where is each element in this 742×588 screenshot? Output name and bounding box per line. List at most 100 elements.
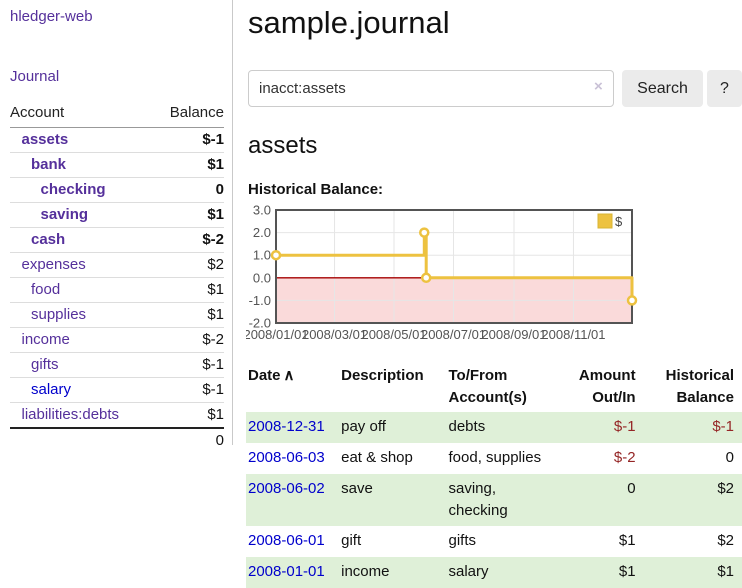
account-link[interactable]: salary — [31, 381, 72, 398]
transaction-description: income — [341, 563, 390, 581]
clear-search-icon[interactable]: × — [594, 78, 603, 96]
transaction-date-link[interactable]: 2008-06-01 — [248, 532, 325, 550]
transaction-balance: $2 — [717, 479, 734, 497]
account-balance: $2 — [152, 252, 224, 278]
account-balance: $-1 — [152, 377, 224, 403]
table-row: 2008-06-01 gift gifts $1 $2 — [246, 526, 742, 557]
account-link[interactable]: gifts — [31, 356, 59, 373]
transaction-description: gift — [341, 532, 362, 550]
page-title: sample.journal — [248, 5, 450, 40]
data-point-marker — [420, 272, 432, 283]
data-point-marker — [270, 249, 282, 261]
table-row: 2008-01-01 income salary $1 $1 — [246, 557, 742, 588]
balance-chart: $3.0 2.0 1.0 0.0 -1.0 -2.0 2008/01/01 2008/03/0… — [246, 204, 742, 344]
account-row: assets $-1 — [10, 128, 225, 153]
accounts-table-header: Account Balance — [10, 100, 224, 128]
data-point-marker — [626, 295, 638, 306]
transaction-date-link[interactable]: 2008-06-03 — [248, 449, 325, 467]
transaction-description: pay off — [341, 418, 386, 436]
accounts-total-balance: 0 — [152, 427, 224, 453]
transaction-amount: $1 — [618, 563, 636, 581]
transaction-date-link[interactable]: 2008-06-02 — [248, 479, 325, 497]
historical-balance-chart: $3.0 2.0 1.0 0.0 -1.0 -2.02008/01/012008/03/0… — [246, 204, 638, 342]
transaction-accounts: salary — [448, 563, 489, 581]
accounts-total-row: 0 — [10, 427, 224, 453]
table-row: 2008-06-03 eat & shop food, supplies $-2 0 — [246, 443, 742, 474]
transaction-date-link[interactable]: 2008-01-01 — [248, 563, 325, 581]
account-heading: assets — [248, 132, 318, 160]
y-axis-tick-label: -1.0 — [249, 293, 271, 308]
account-column-header: Account — [10, 100, 153, 128]
account-balance: $1 — [152, 302, 224, 328]
register-header-accounts: To/From Account(s) — [448, 366, 527, 406]
account-row: expenses $2 — [10, 252, 224, 278]
account-link[interactable]: income — [21, 331, 70, 348]
account-row: saving $1 — [10, 202, 224, 228]
legend-label: $ — [615, 214, 623, 229]
register-table: Date ∧ Description To/From Account(s) Amo… — [246, 363, 742, 588]
transaction-date-link[interactable]: 2008-12-31 — [248, 418, 325, 436]
account-row: checking 0 — [10, 177, 224, 203]
transaction-balance: 0 — [725, 449, 734, 467]
sidebar-item-journal[interactable]: Journal — [10, 68, 60, 85]
search-input[interactable] — [248, 70, 614, 108]
x-axis-tick-label: 2008/03/01 — [302, 327, 367, 342]
transaction-description: save — [341, 479, 373, 497]
account-link[interactable]: assets — [21, 131, 69, 148]
account-row: gifts $-1 — [10, 352, 224, 378]
register-header-date[interactable]: Date ∧ — [248, 366, 295, 384]
account-balance: $1 — [152, 277, 224, 303]
account-balance: $1 — [152, 152, 224, 178]
account-link[interactable]: bank — [31, 156, 67, 173]
account-row: liabilities:debts $1 — [10, 402, 224, 428]
account-link[interactable]: saving — [40, 206, 89, 223]
account-link[interactable]: expenses — [21, 256, 86, 273]
search-form: × Search ? — [248, 70, 742, 108]
transaction-amount: $-1 — [613, 418, 636, 436]
legend-swatch — [597, 213, 613, 229]
account-row: salary $-1 — [10, 377, 224, 403]
search-help-button[interactable]: ? — [707, 70, 742, 108]
table-row: 2008-06-02 save saving, checking 0 $2 — [246, 473, 742, 527]
y-axis-tick-label: 0.0 — [253, 270, 271, 285]
account-link[interactable]: liabilities:debts — [21, 406, 120, 423]
transaction-accounts: debts — [448, 418, 486, 436]
register-header-row: Date ∧ Description To/From Account(s) Amo… — [246, 363, 742, 413]
account-balance: $-1 — [152, 352, 224, 378]
transaction-amount: $-2 — [613, 449, 636, 467]
main-content: sample.journal × Search ? assets Histori… — [246, 0, 742, 588]
register-header-balance: Historical Balance — [665, 366, 734, 406]
account-row: cash $-2 — [10, 227, 224, 253]
data-point-marker — [419, 227, 430, 238]
transaction-accounts: saving, checking — [448, 479, 508, 519]
account-balance: $1 — [152, 402, 224, 428]
account-link[interactable]: checking — [40, 181, 106, 198]
transaction-balance: $2 — [717, 532, 734, 550]
transaction-balance: $1 — [717, 563, 734, 581]
account-balance: $1 — [152, 202, 224, 228]
account-row: food $1 — [10, 277, 224, 303]
search-button[interactable]: Search — [622, 70, 703, 108]
table-row: 2008-12-31 pay off debts $-1 $-1 — [246, 412, 742, 444]
account-row: income $-2 — [10, 327, 224, 353]
x-axis-tick-label: 2008/11/01 — [541, 327, 605, 342]
app-brand-link[interactable]: hledger-web — [10, 8, 93, 25]
account-balance: $-1 — [202, 131, 224, 148]
account-link[interactable]: cash — [31, 231, 66, 248]
account-row: bank $1 — [10, 152, 224, 178]
chart-title: Historical Balance: — [248, 180, 384, 198]
accounts-table: Account Balance assets $-1 bank $1 checking 0… — [10, 100, 224, 453]
y-axis-tick-label: 2.0 — [253, 225, 271, 240]
transaction-description: eat & shop — [341, 449, 413, 467]
transaction-amount: 0 — [627, 479, 636, 497]
register-header-description: Description — [341, 366, 424, 384]
x-axis-tick-label: 2008/05/01 — [361, 327, 426, 342]
total-spacer — [10, 427, 153, 453]
y-axis-tick-label: 1.0 — [253, 248, 271, 263]
x-axis-tick-label: 2008/01/01 — [246, 327, 309, 342]
transaction-accounts: gifts — [448, 532, 477, 550]
transaction-balance: $-1 — [712, 418, 734, 436]
y-axis-tick-label: -2.0 — [249, 315, 271, 330]
account-link[interactable]: food — [31, 281, 61, 298]
account-link[interactable]: supplies — [31, 306, 87, 323]
